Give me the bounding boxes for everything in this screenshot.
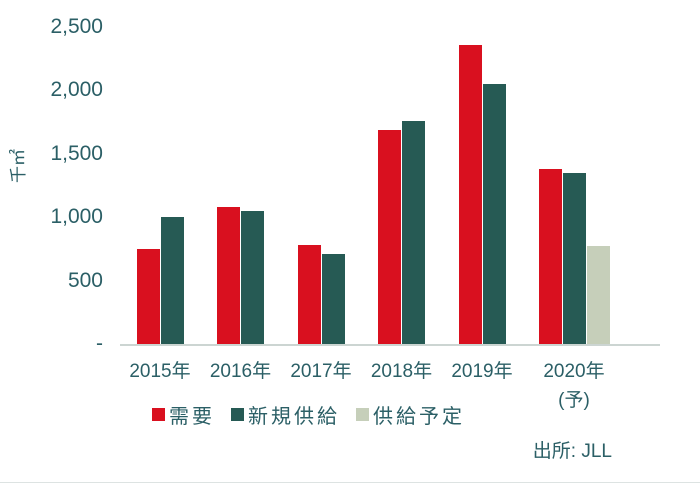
bar	[538, 169, 562, 344]
legend-item: 新規供給	[231, 400, 340, 429]
bar	[136, 249, 160, 344]
legend-item: 需要	[152, 400, 215, 429]
legend: 需要 新規供給 供給予定	[152, 400, 465, 429]
y-tick-label: 1,500	[50, 141, 103, 165]
x-tick-label: 2019年	[451, 361, 513, 382]
x-axis: 2015年 2016年 2017年 2018年 2019年 2020年 (予)	[120, 356, 660, 416]
bar	[217, 207, 240, 344]
bar	[458, 45, 482, 344]
y-tick-label: 1,000	[50, 205, 103, 229]
bar	[160, 217, 184, 344]
legend-swatch	[231, 408, 244, 421]
bar	[378, 130, 401, 344]
legend-swatch	[356, 408, 369, 421]
bar	[586, 246, 610, 344]
y-tick-label: 500	[67, 268, 103, 292]
legend-item: 供給予定	[356, 400, 465, 429]
y-tick-label: 2,500	[50, 15, 103, 38]
x-tick-sublabel: (予)	[558, 390, 590, 411]
y-tick-label: 2,000	[50, 78, 103, 102]
bar	[562, 173, 586, 344]
x-tick-label: 2017年	[290, 361, 352, 382]
legend-label: 需要	[169, 406, 215, 428]
legend-label: 供給予定	[373, 406, 465, 428]
bar	[482, 84, 506, 344]
bar	[321, 254, 345, 344]
x-tick-label: 2018年	[370, 361, 433, 382]
y-axis: 2,500 2,000 1,500 1,000 500 -	[0, 15, 103, 355]
bar	[297, 245, 321, 344]
x-tick-label: 2020年	[543, 361, 605, 382]
plot-area	[120, 27, 660, 346]
legend-swatch	[152, 408, 165, 421]
x-tick-label: 2015年	[129, 361, 191, 382]
y-tick-label: -	[96, 332, 103, 355]
x-tick-label: 2016年	[209, 361, 272, 382]
bar	[241, 211, 264, 344]
source-note: 出所: JLL	[532, 441, 612, 462]
legend-label: 新規供給	[248, 406, 340, 428]
bar	[402, 121, 425, 344]
